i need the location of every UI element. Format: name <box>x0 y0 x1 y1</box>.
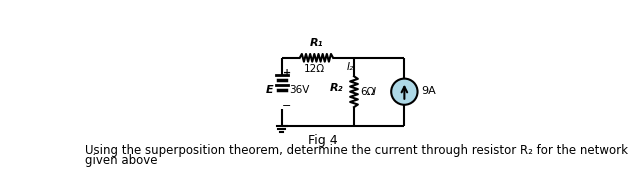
Text: given above: given above <box>85 154 158 168</box>
Text: I: I <box>372 87 375 97</box>
Text: 12Ω: 12Ω <box>304 64 326 74</box>
Text: +: + <box>283 68 291 78</box>
Text: 9A: 9A <box>422 86 436 96</box>
Text: R₁: R₁ <box>310 38 323 48</box>
Circle shape <box>391 79 418 105</box>
Text: E: E <box>266 85 273 95</box>
Text: 36V: 36V <box>289 85 309 95</box>
Text: Using the superposition theorem, determine the current through resistor R₂ for t: Using the superposition theorem, determi… <box>85 144 628 157</box>
Text: −: − <box>282 101 292 111</box>
Text: R₂: R₂ <box>329 83 343 93</box>
Text: 6Ω: 6Ω <box>360 87 375 97</box>
Text: I₂: I₂ <box>346 62 353 72</box>
Text: Fig 4: Fig 4 <box>308 135 338 147</box>
